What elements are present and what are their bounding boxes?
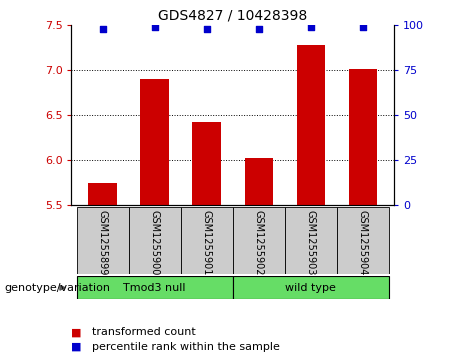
Text: percentile rank within the sample: percentile rank within the sample	[92, 342, 280, 352]
Bar	[285, 207, 337, 274]
Bar	[349, 69, 377, 205]
Bar	[141, 79, 169, 205]
Point	[255, 26, 262, 32]
Bar	[337, 207, 389, 274]
Text: GSM1255900: GSM1255900	[150, 210, 160, 276]
Text: GSM1255899: GSM1255899	[98, 210, 108, 276]
Text: transformed count: transformed count	[92, 327, 196, 337]
Text: wild type: wild type	[285, 283, 337, 293]
Bar	[193, 122, 221, 205]
Text: ■: ■	[71, 327, 82, 337]
Text: GSM1255903: GSM1255903	[306, 210, 316, 276]
Bar	[77, 207, 129, 274]
Bar	[233, 207, 285, 274]
Title: GDS4827 / 10428398: GDS4827 / 10428398	[158, 9, 307, 23]
Bar	[181, 207, 233, 274]
Bar	[89, 183, 117, 205]
Point	[203, 26, 211, 32]
Bar	[129, 207, 181, 274]
Text: GSM1255904: GSM1255904	[358, 210, 368, 276]
Bar	[296, 45, 325, 205]
Bar	[233, 276, 389, 299]
Point	[359, 24, 366, 30]
Bar	[77, 276, 233, 299]
Point	[99, 26, 106, 32]
Bar	[244, 158, 273, 205]
Text: GSM1255901: GSM1255901	[202, 210, 212, 276]
Point	[307, 24, 314, 30]
Text: Tmod3 null: Tmod3 null	[124, 283, 186, 293]
Text: GSM1255902: GSM1255902	[254, 210, 264, 276]
Point	[151, 24, 159, 30]
Text: ■: ■	[71, 342, 82, 352]
Text: genotype/variation: genotype/variation	[5, 283, 111, 293]
